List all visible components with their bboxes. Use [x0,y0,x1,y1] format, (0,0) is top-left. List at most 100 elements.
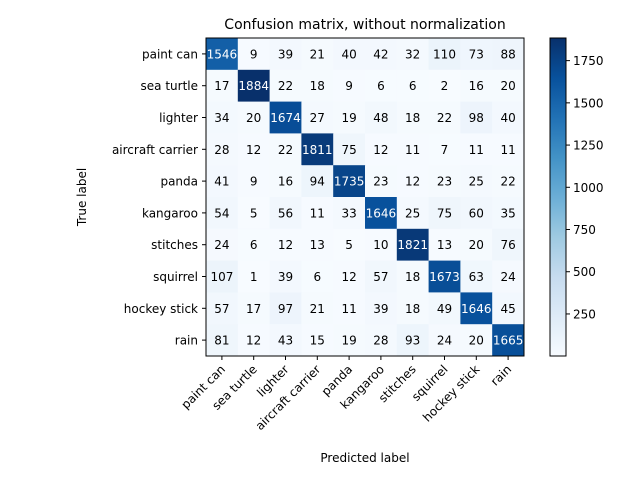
cell-value-label: 6 [250,238,258,252]
cell-value-label: 21 [310,47,325,61]
heatmap-cell [365,292,398,325]
heatmap-cell [492,38,525,71]
cell-value-label: 41 [214,175,229,189]
cell-value-label: 12 [341,270,356,284]
cell-value-label: 25 [469,175,484,189]
cell-value-label: 13 [437,238,452,252]
colorbar-tick-label: 1500 [573,96,604,110]
heatmap-cell [301,165,334,198]
heatmap-cell [492,292,525,325]
cell-value-label: 9 [250,175,258,189]
cell-value-label: 39 [373,302,388,316]
cell-value-label: 6 [313,270,321,284]
heatmap-cell [460,197,493,230]
heatmap-cell [333,38,366,71]
cell-value-label: 11 [310,206,325,220]
heatmap-cell [365,133,398,166]
y-axis-ticks: paint can sea turtle lighter aircraft carri… [112,47,206,348]
colorbar-gradient [549,37,567,357]
heatmap-cell [428,133,461,166]
heatmap-cell [365,38,398,71]
cell-value-label: 1674 [270,111,301,125]
heatmap-cell [206,260,239,293]
cell-value-label: 9 [345,79,353,93]
heatmap-cell [333,228,366,262]
chart-title: Confusion matrix, without normalization [224,17,505,33]
cell-value-label: 24 [437,334,452,348]
heatmap-cell [492,228,525,262]
heatmap-cell [206,197,239,230]
cell-value-label: 6 [409,79,417,93]
heatmap-cell [237,324,271,357]
cell-value-label: 93 [405,334,420,348]
y-tick-label: sea turtle [141,79,198,93]
cell-value-label: 15 [310,334,325,348]
heatmap-cell [333,260,366,293]
cell-value-label: 32 [405,47,420,61]
cell-value-label: 48 [373,111,388,125]
y-axis-label: True label [75,168,89,227]
heatmap-cell [460,133,493,166]
heatmap-cell [237,228,271,262]
heatmap-cell [269,69,302,103]
cell-value-label: 24 [214,238,229,252]
cell-value-label: 19 [341,334,356,348]
heatmap-cells [206,38,525,357]
heatmap-cell [460,69,493,103]
heatmap-cell [269,228,302,262]
heatmap-cell [492,197,525,230]
heatmap-cell [237,69,271,103]
heatmap-cell [428,197,461,230]
heatmap-cell [428,324,461,357]
heatmap-cell [301,228,334,262]
heatmap-cell [333,133,366,166]
heatmap-cell [206,133,239,166]
heatmap-cell [237,38,271,71]
heatmap-cell [428,260,461,293]
cell-value-label: 60 [469,206,484,220]
heatmap-cell [365,228,398,262]
heatmap-cell [269,260,302,293]
cell-value-label: 40 [341,47,356,61]
cell-value-label: 12 [246,334,261,348]
y-tick-label: lighter [159,111,198,125]
heatmap-cell [237,101,271,134]
cell-value-label: 40 [500,111,515,125]
heatmap-cell [492,324,525,357]
heatmap-cell [237,133,271,166]
cell-value-label: 19 [341,111,356,125]
colorbar-tick-label: 500 [573,265,596,279]
cell-value-label: 88 [500,47,515,61]
heatmap-cell [492,69,525,103]
heatmap-cell [396,324,430,357]
cell-value-label: 11 [500,143,515,157]
heatmap-cell [206,69,239,103]
heatmap-cell [365,197,398,230]
heatmap-cell [396,101,430,134]
heatmap-cell [428,165,461,198]
cell-value-label: 57 [214,302,229,316]
heatmap-cell [237,197,271,230]
heatmap-cell [460,292,493,325]
cell-value-label: 34 [214,111,229,125]
heatmap-cell [269,324,302,357]
heatmap-cell [492,260,525,293]
colorbar-tick-label: 750 [573,223,596,237]
heatmap-cell [237,292,271,325]
heatmap-cell [428,38,461,71]
cell-value-label: 10 [373,238,388,252]
cell-value-label: 20 [500,79,515,93]
heatmap-cell [396,260,430,293]
cell-value-label: 11 [405,143,420,157]
cell-value-label: 1811 [302,143,333,157]
cell-value-label: 76 [500,238,515,252]
cell-value-label: 75 [437,206,452,220]
heatmap-cell [333,324,366,357]
heatmap-cell [460,38,493,71]
heatmap-cell [269,292,302,325]
cell-value-label: 1646 [366,206,397,220]
cell-value-label: 1665 [493,334,524,348]
cell-value-label: 17 [214,79,229,93]
